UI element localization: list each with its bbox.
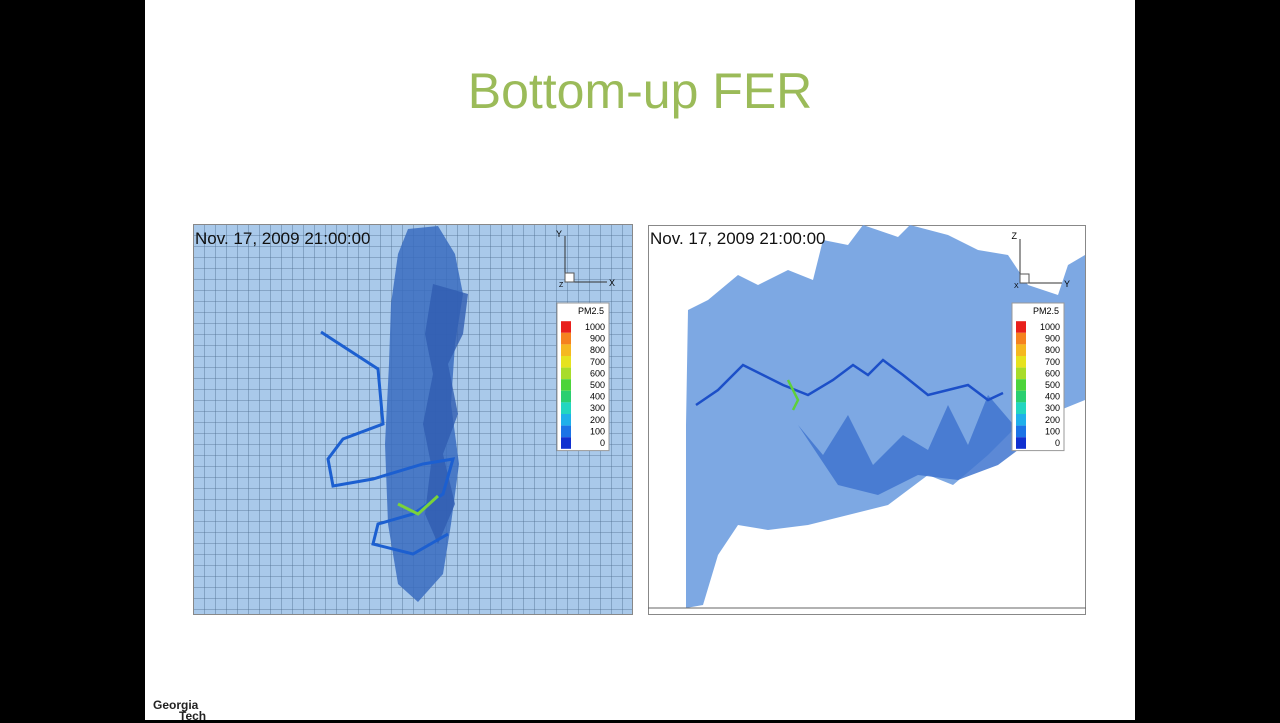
legend-swatch [561,390,571,403]
axis-origin [564,272,575,283]
legend-swatch [561,414,571,426]
legend-swatch [561,344,571,356]
axis-origin [1019,273,1030,284]
legend-swatch [1016,414,1026,426]
slide-title: Bottom-up FER [467,63,813,119]
timestamp: Nov. 17, 2009 21:00:00 [195,229,371,248]
legend-label: 300 [1045,403,1060,413]
legend-label: 300 [590,403,605,413]
legend-swatch [1016,332,1026,345]
legend-swatch [1016,425,1026,438]
legend-title: PM2.5 [1033,306,1059,316]
legend-label: 0 [600,438,605,448]
logo-line: Tech [179,709,207,723]
legend-swatch [1016,344,1026,356]
legend-swatch [1016,356,1026,368]
legend-label: 400 [590,392,605,402]
legend-label: 100 [1045,426,1060,436]
axis-label: Z [1012,231,1018,241]
legend-label: 500 [1045,380,1060,390]
plan-view-plot: Nov. 17, 2009 21:00:00 Y X Z PM2.5100090… [193,224,633,615]
timestamp: Nov. 17, 2009 21:00:00 [650,229,826,248]
legend-label: 400 [1045,392,1060,402]
logo: Georgia Tech [153,698,207,723]
axis-label: X [609,278,615,288]
legend-swatch [561,437,571,449]
logo-line: Georgia [153,698,199,712]
axis-label: X [1014,283,1019,290]
legend-swatch [561,379,571,391]
legend-label: 700 [590,357,605,367]
legend-swatch [561,402,571,414]
axis-label: Y [556,229,562,239]
trajectory [320,330,456,556]
legend-swatch [561,332,571,345]
plume-lobes [798,385,1048,495]
legend-swatch [1016,437,1026,449]
legend-label: 1000 [1040,322,1060,332]
legend-label: 800 [1045,345,1060,355]
legend-swatch [561,356,571,368]
trajectory [695,358,1004,407]
axis-label: Z [559,282,564,289]
legend-label: 200 [1045,415,1060,425]
legend-label: 100 [590,426,605,436]
legend-swatch [1016,402,1026,414]
legend-label: 0 [1055,438,1060,448]
side-view-plot: Nov. 17, 2009 21:00:00 Z Y X PM2.5100090… [648,225,1086,615]
legend-label: 900 [1045,334,1060,344]
legend-label: 700 [1045,357,1060,367]
legend-swatch [1016,379,1026,391]
trajectory-segment [397,494,440,516]
legend-swatch [1016,390,1026,403]
legend-swatch [561,425,571,438]
legend-label: 800 [590,345,605,355]
legend-label: 600 [1045,368,1060,378]
legend-swatch [1016,367,1026,380]
plume-surface [686,225,1085,608]
slide: Bottom-up FER Nov. 17, 2009 21:00:00 Y X… [145,0,1135,723]
trajectory-segment [786,379,800,411]
axis-label: Y [1064,279,1070,289]
legend-swatch [1016,321,1026,333]
legend-label: 500 [590,380,605,390]
legend-swatch [561,367,571,380]
legend-title: PM2.5 [578,306,604,316]
legend-label: 900 [590,334,605,344]
legend-label: 1000 [585,322,605,332]
legend-swatch [561,321,571,333]
plume-fragment [423,284,468,544]
legend-label: 200 [590,415,605,425]
legend-label: 600 [590,368,605,378]
